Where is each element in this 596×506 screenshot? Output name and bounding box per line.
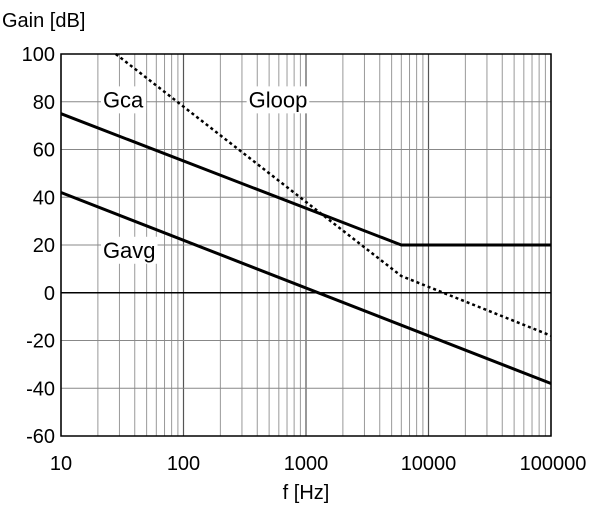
y-tick-label: 80 bbox=[33, 92, 55, 114]
series-label-background bbox=[100, 86, 147, 114]
x-tick-label: 10000 bbox=[401, 453, 457, 475]
series-label-gca: Gca bbox=[103, 87, 144, 112]
y-tick-label: 100 bbox=[22, 44, 55, 66]
series-label-gavg: Gavg bbox=[103, 238, 156, 263]
x-tick-label: 1000 bbox=[284, 453, 329, 475]
x-tick-labels: 10 100 1000 10000 100000 bbox=[50, 453, 587, 475]
series-label-background bbox=[246, 86, 310, 114]
series-label-background bbox=[100, 236, 158, 264]
y-tick-label: -20 bbox=[26, 331, 55, 353]
x-tick-label: 100 bbox=[167, 453, 200, 475]
series-layer bbox=[60, 53, 552, 385]
y-axis-label: Gain [dB] bbox=[2, 10, 85, 32]
x-tick-label: 10 bbox=[50, 453, 72, 475]
y-tick-label: -60 bbox=[26, 426, 55, 448]
y-tick-labels: -60 -40 -20 0 20 40 60 80 100 bbox=[22, 44, 55, 448]
series-line-gca bbox=[60, 112, 551, 247]
y-tick-label: 60 bbox=[33, 140, 55, 162]
series-line-gavg bbox=[60, 191, 552, 385]
y-tick-label: 40 bbox=[33, 187, 55, 209]
x-tick-label: 100000 bbox=[520, 453, 587, 475]
x-axis-label: f [Hz] bbox=[283, 482, 330, 504]
series-label-gloop: Gloop bbox=[249, 87, 308, 112]
y-tick-label: 20 bbox=[33, 235, 55, 257]
y-tick-label: -40 bbox=[26, 378, 55, 400]
annotation-layer: Gca Gloop Gavg bbox=[100, 86, 310, 264]
plot-frame bbox=[60, 53, 552, 437]
y-tick-label: 0 bbox=[44, 283, 55, 305]
series-line-gloop bbox=[115, 53, 552, 337]
